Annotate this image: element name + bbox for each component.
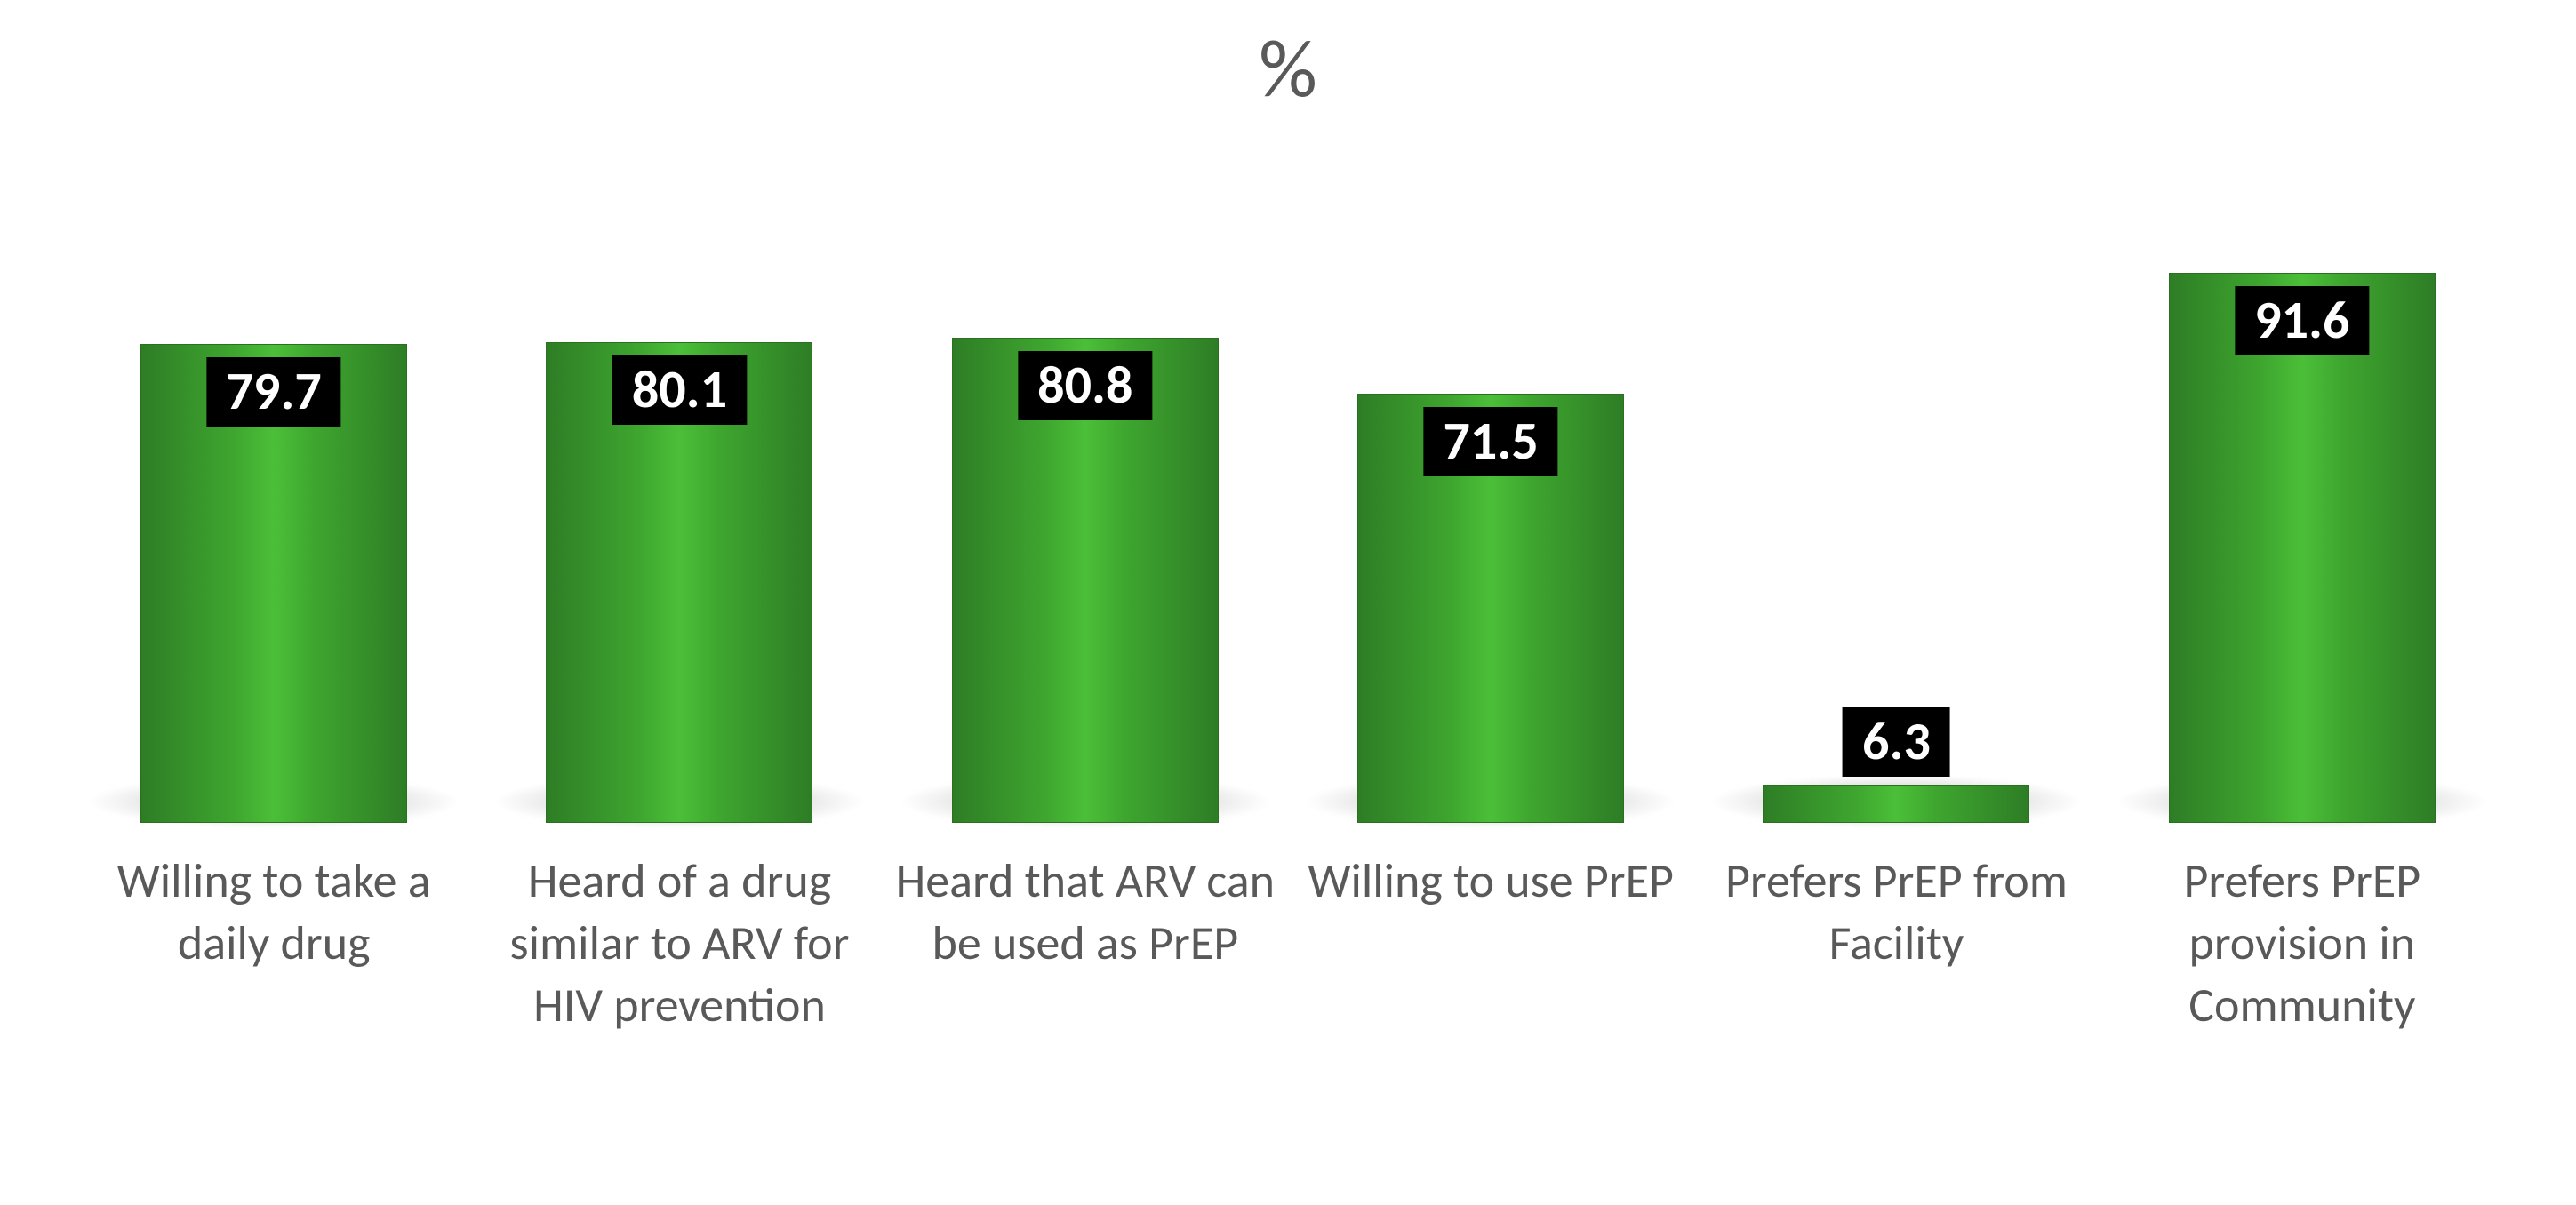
x-axis-label: Willing to take a daily drug xyxy=(71,850,476,1037)
bar-value-label: 71.5 xyxy=(1424,407,1558,476)
bar-slot: 6.3 xyxy=(1693,222,2099,823)
bar-value-label: 91.6 xyxy=(2235,286,2369,355)
bar: 91.6 xyxy=(2169,273,2436,823)
bar-value-label: 6.3 xyxy=(1843,707,1950,777)
bar-slot: 80.8 xyxy=(883,222,1288,823)
x-axis-label: Heard that ARV can be used as PrEP xyxy=(883,850,1288,1037)
bar: 79.7 xyxy=(140,344,407,823)
bar-slot: 91.6 xyxy=(2100,222,2505,823)
plot-area: 79.7 80.1 80.8 71.5 6.3 91.6 xyxy=(71,222,2505,823)
bar-chart: % 79.7 80.1 80.8 71.5 6.3 91.6 Willing to tak… xyxy=(0,0,2576,1205)
bar-value-label: 79.7 xyxy=(207,357,341,427)
bar-slot: 71.5 xyxy=(1288,222,1693,823)
bar-slot: 79.7 xyxy=(71,222,476,823)
x-axis-label: Willing to use PrEP xyxy=(1288,850,1693,1037)
bar: 6.3 xyxy=(1763,785,2029,823)
bar: 80.1 xyxy=(546,342,812,823)
x-axis-label: Prefers PrEP provision in Community xyxy=(2100,850,2505,1037)
x-axis-labels: Willing to take a daily drugHeard of a d… xyxy=(71,850,2505,1037)
bar-slot: 80.1 xyxy=(476,222,882,823)
x-axis-label: Heard of a drug similar to ARV for HIV p… xyxy=(476,850,882,1037)
chart-title: % xyxy=(1259,18,1317,118)
bar: 71.5 xyxy=(1357,394,1624,823)
x-axis-label: Prefers PrEP from Facility xyxy=(1693,850,2099,1037)
bar-value-label: 80.8 xyxy=(1018,351,1152,420)
bars-container: 79.7 80.1 80.8 71.5 6.3 91.6 xyxy=(71,222,2505,823)
bar-value-label: 80.1 xyxy=(612,355,747,425)
bar: 80.8 xyxy=(952,338,1219,823)
